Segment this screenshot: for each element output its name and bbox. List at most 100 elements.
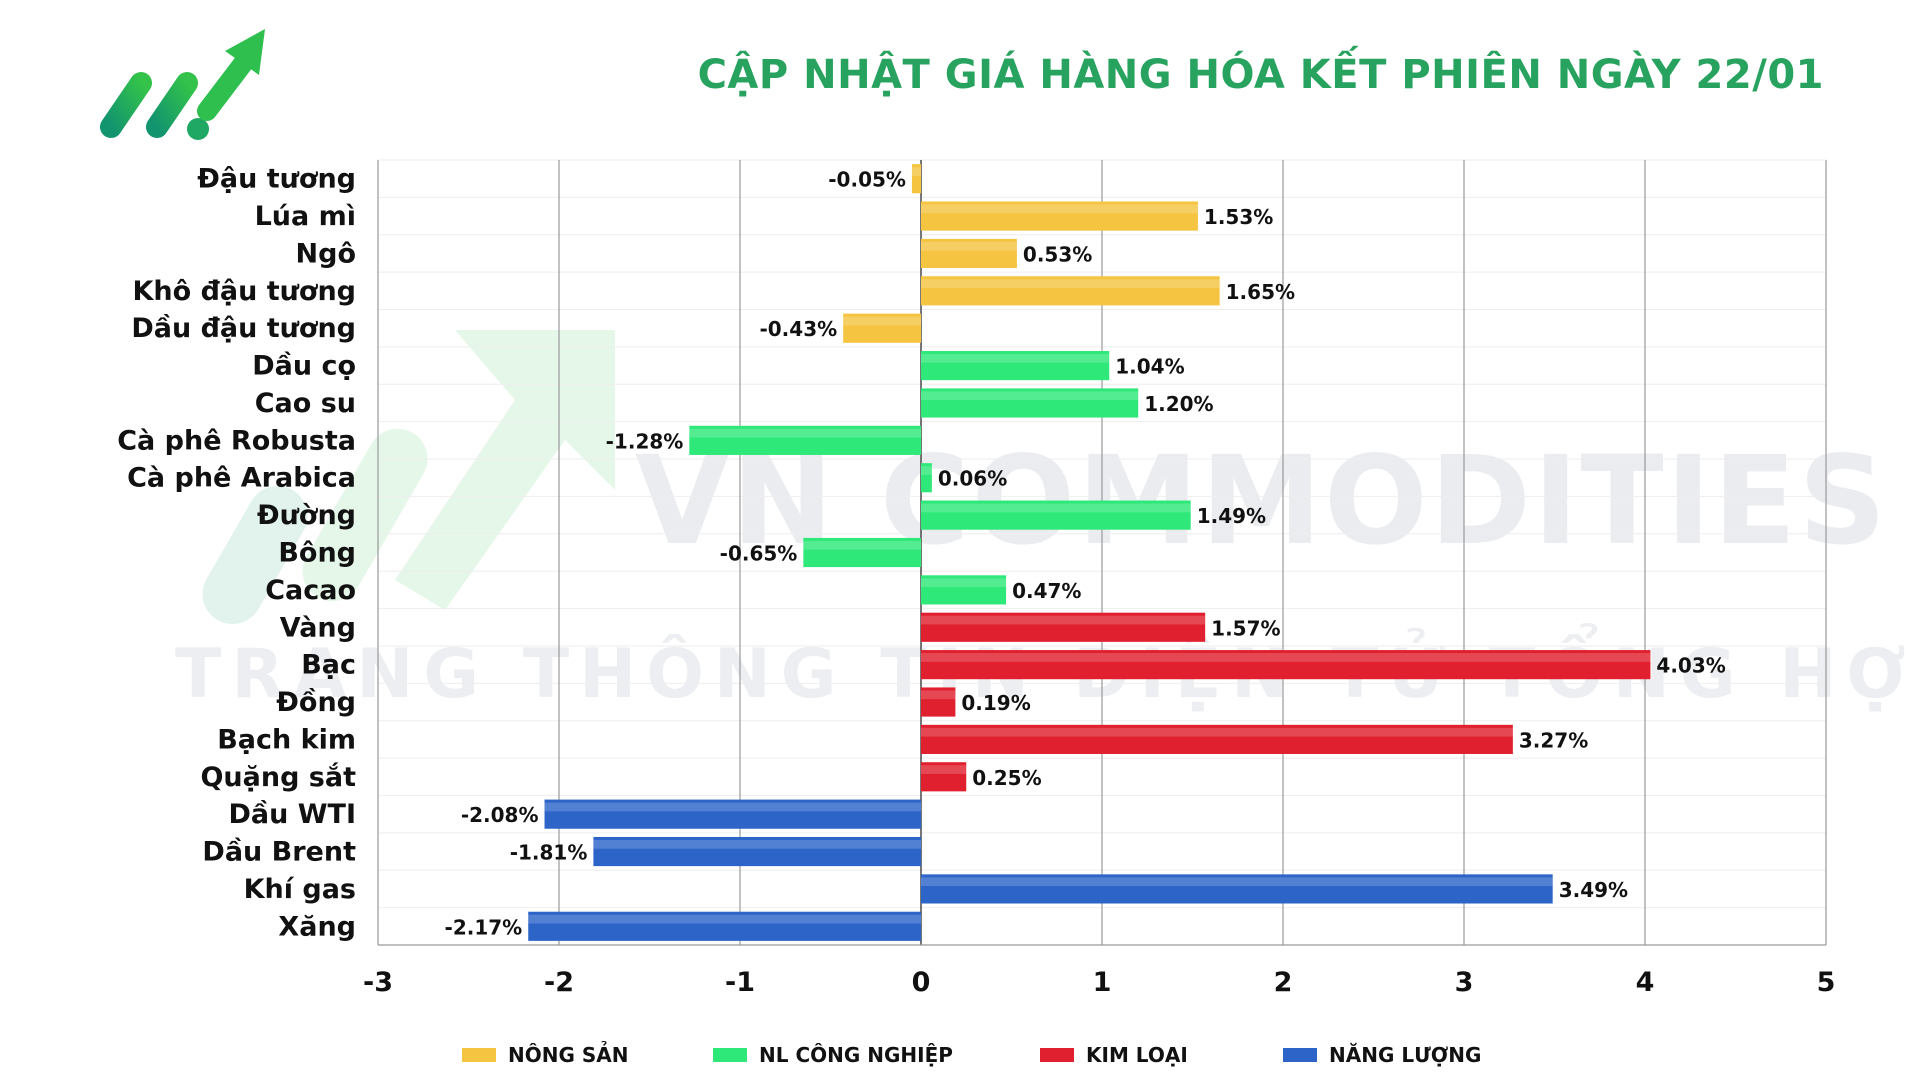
- bar-highlight: [921, 877, 1553, 887]
- bar-highlight: [921, 765, 967, 774]
- watermark-logo: [202, 330, 615, 624]
- category-label: Dầu cọ: [252, 351, 356, 382]
- bar-highlight: [921, 391, 1139, 401]
- bar-highlight: [843, 316, 921, 326]
- legend-label: NL CÔNG NGHIỆP: [759, 1043, 953, 1067]
- category-label: Dầu Brent: [202, 837, 356, 868]
- bar: [921, 874, 1553, 904]
- category-label: Đường: [257, 500, 356, 531]
- bar-highlight: [921, 727, 1513, 737]
- category-label: Khí gas: [244, 874, 356, 905]
- legend-swatch: [713, 1048, 747, 1062]
- bar: [921, 238, 1017, 269]
- bar: [921, 463, 932, 493]
- bar: [921, 201, 1198, 231]
- value-label: 0.47%: [1012, 579, 1081, 603]
- value-label: -2.17%: [445, 915, 523, 939]
- value-label: -0.05%: [828, 168, 906, 192]
- value-label: 0.53%: [1023, 242, 1092, 266]
- bar-highlight: [593, 839, 921, 849]
- value-label: 1.65%: [1226, 280, 1295, 304]
- bars: [528, 164, 1651, 941]
- bar: [921, 575, 1007, 605]
- bar: [921, 276, 1220, 306]
- value-label: 1.04%: [1115, 355, 1184, 379]
- legend-label: NÔNG SẢN: [508, 1043, 629, 1067]
- bar-highlight: [689, 428, 921, 438]
- bar-chart: -3 -2 -1 0 1 2 3 4 5 Đậu tương -0.05% Lúa mì 1.53% Ng…: [117, 159, 1836, 998]
- bar-highlight: [911, 167, 921, 176]
- category-label: Ngô: [296, 238, 356, 269]
- category-label: Đậu tương: [197, 164, 356, 195]
- value-label: -0.43%: [759, 317, 837, 341]
- bar: [921, 351, 1110, 381]
- x-tick-label: 3: [1455, 967, 1474, 998]
- bar: [843, 313, 921, 343]
- legend-item: KIM LOẠI: [1040, 1043, 1188, 1067]
- x-tick-label: 4: [1636, 967, 1655, 998]
- value-label: -0.65%: [720, 542, 798, 566]
- bar: [921, 500, 1191, 530]
- x-tick-label: -2: [544, 967, 574, 998]
- category-label: Cà phê Arabica: [127, 463, 356, 494]
- value-label: 0.25%: [972, 766, 1041, 790]
- legend-item: NÔNG SẢN: [462, 1043, 628, 1067]
- value-label: 3.27%: [1519, 728, 1588, 752]
- bar-highlight: [921, 279, 1220, 289]
- category-label: Cà phê Robusta: [117, 425, 356, 456]
- bar: [921, 650, 1651, 680]
- bar: [593, 836, 921, 867]
- legend: NÔNG SẢN NL CÔNG NGHIỆP KIM LOẠI NĂNG LƯỢNG: [0, 1043, 1920, 1073]
- bar: [911, 164, 921, 194]
- page-title: CẬP NHẬT GIÁ HÀNG HÓA KẾT PHIÊN NGÀY 22/…: [697, 52, 1824, 98]
- bar-highlight: [921, 354, 1110, 363]
- value-label: 1.53%: [1204, 205, 1273, 229]
- bar: [544, 799, 921, 829]
- bar: [921, 612, 1206, 642]
- legend-item: NL CÔNG NGHIỆP: [713, 1043, 953, 1067]
- value-label: 3.49%: [1559, 878, 1628, 902]
- bar: [528, 911, 921, 941]
- legend-swatch: [1040, 1048, 1074, 1062]
- value-label: 1.57%: [1211, 616, 1280, 640]
- bar: [921, 724, 1513, 754]
- x-tick-label: 2: [1274, 967, 1293, 998]
- bar: [921, 687, 956, 717]
- value-label: -1.81%: [510, 841, 588, 865]
- value-label: 0.19%: [961, 691, 1030, 715]
- category-label: Lúa mì: [255, 201, 356, 232]
- bar-highlight: [921, 690, 956, 700]
- legend-item: NĂNG LƯỢNG: [1283, 1043, 1481, 1067]
- category-label: Quặng sắt: [200, 762, 356, 793]
- rising-arrow-logo: [100, 29, 265, 140]
- bar-highlight: [803, 540, 921, 550]
- bar-highlight: [921, 615, 1206, 625]
- bar: [921, 762, 967, 792]
- grid-lines: [377, 159, 1827, 946]
- value-label: 1.49%: [1197, 504, 1266, 528]
- bar-highlight: [921, 578, 1007, 588]
- category-label: Xăng: [278, 911, 356, 942]
- category-label: Bạc: [301, 650, 356, 681]
- legend-label: KIM LOẠI: [1086, 1043, 1188, 1067]
- bar-highlight: [921, 466, 932, 475]
- bar-highlight: [921, 503, 1191, 513]
- category-label: Dầu WTI: [229, 799, 357, 830]
- value-label: 0.06%: [938, 467, 1007, 491]
- value-label: -1.28%: [606, 429, 684, 453]
- bar: [689, 425, 921, 455]
- category-label: Bông: [278, 538, 356, 569]
- category-label: Cao su: [255, 388, 356, 419]
- value-label: 1.20%: [1144, 392, 1213, 416]
- category-label: Cacao: [265, 575, 356, 606]
- bar: [803, 537, 921, 568]
- legend-label: NĂNG LƯỢNG: [1329, 1043, 1482, 1067]
- x-tick-label: 5: [1817, 967, 1836, 998]
- x-tick-label: 0: [912, 967, 931, 998]
- bar-highlight: [528, 914, 921, 924]
- value-label: 4.03%: [1656, 654, 1725, 678]
- category-label: Bạch kim: [217, 724, 356, 755]
- x-tick-label: -1: [725, 967, 755, 998]
- bar: [921, 388, 1139, 418]
- category-label: Dầu đậu tương: [131, 313, 356, 344]
